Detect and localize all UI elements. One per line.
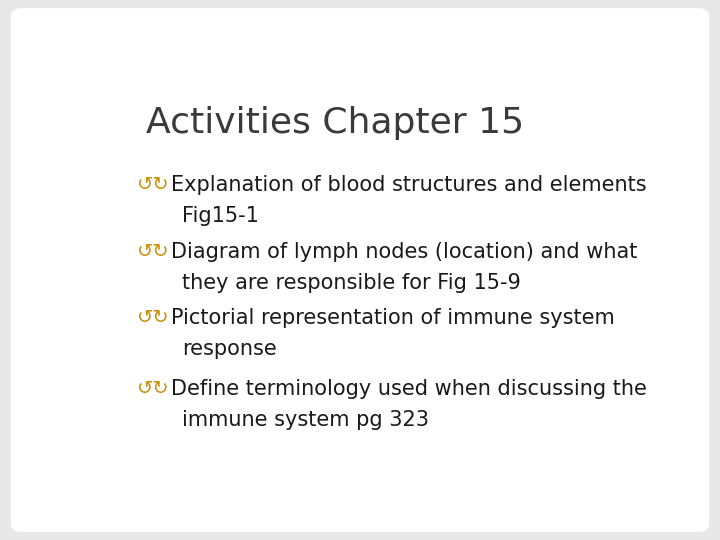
Text: immune system pg 323: immune system pg 323 bbox=[182, 410, 429, 430]
Text: response: response bbox=[182, 339, 276, 359]
Text: Fig15-1: Fig15-1 bbox=[182, 206, 259, 226]
Text: Explanation of blood structures and elements: Explanation of blood structures and elem… bbox=[171, 175, 647, 195]
Text: Activities Chapter 15: Activities Chapter 15 bbox=[145, 106, 524, 140]
Text: Define terminology used when discussing the: Define terminology used when discussing … bbox=[171, 379, 647, 399]
Text: ↺↻: ↺↻ bbox=[138, 241, 170, 260]
Text: Diagram of lymph nodes (location) and what: Diagram of lymph nodes (location) and wh… bbox=[171, 241, 637, 261]
Text: they are responsible for Fig 15-9: they are responsible for Fig 15-9 bbox=[182, 273, 521, 293]
Text: ↺↻: ↺↻ bbox=[138, 175, 170, 194]
Text: Pictorial representation of immune system: Pictorial representation of immune syste… bbox=[171, 308, 615, 328]
Text: ↺↻: ↺↻ bbox=[138, 379, 170, 398]
Text: ↺↻: ↺↻ bbox=[138, 308, 170, 327]
